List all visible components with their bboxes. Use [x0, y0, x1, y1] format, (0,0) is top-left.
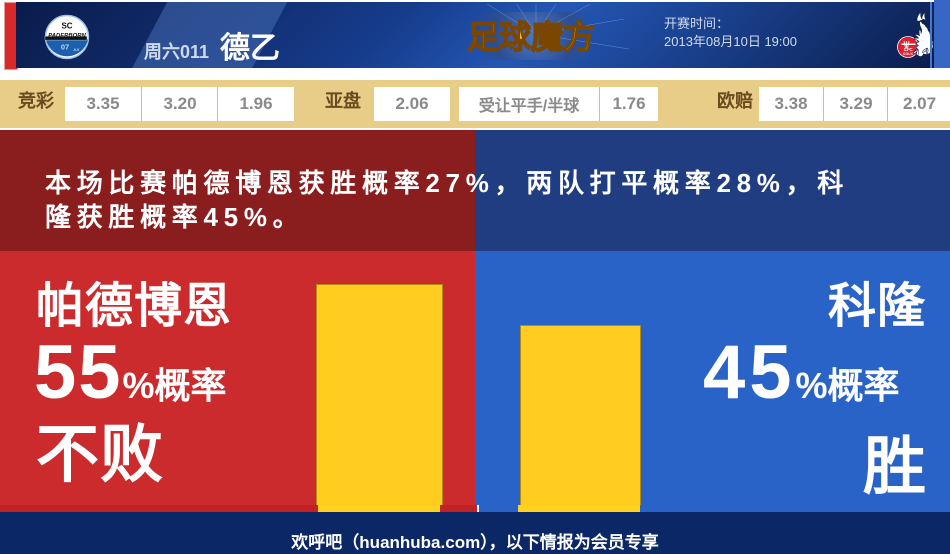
svg-text:.v.v: .v.v — [73, 47, 80, 52]
svg-text:SC: SC — [61, 22, 72, 31]
svg-text:PADERBORN: PADERBORN — [48, 33, 86, 39]
svg-text:KOLN: KOLN — [903, 52, 914, 56]
svg-text:07: 07 — [61, 43, 69, 52]
